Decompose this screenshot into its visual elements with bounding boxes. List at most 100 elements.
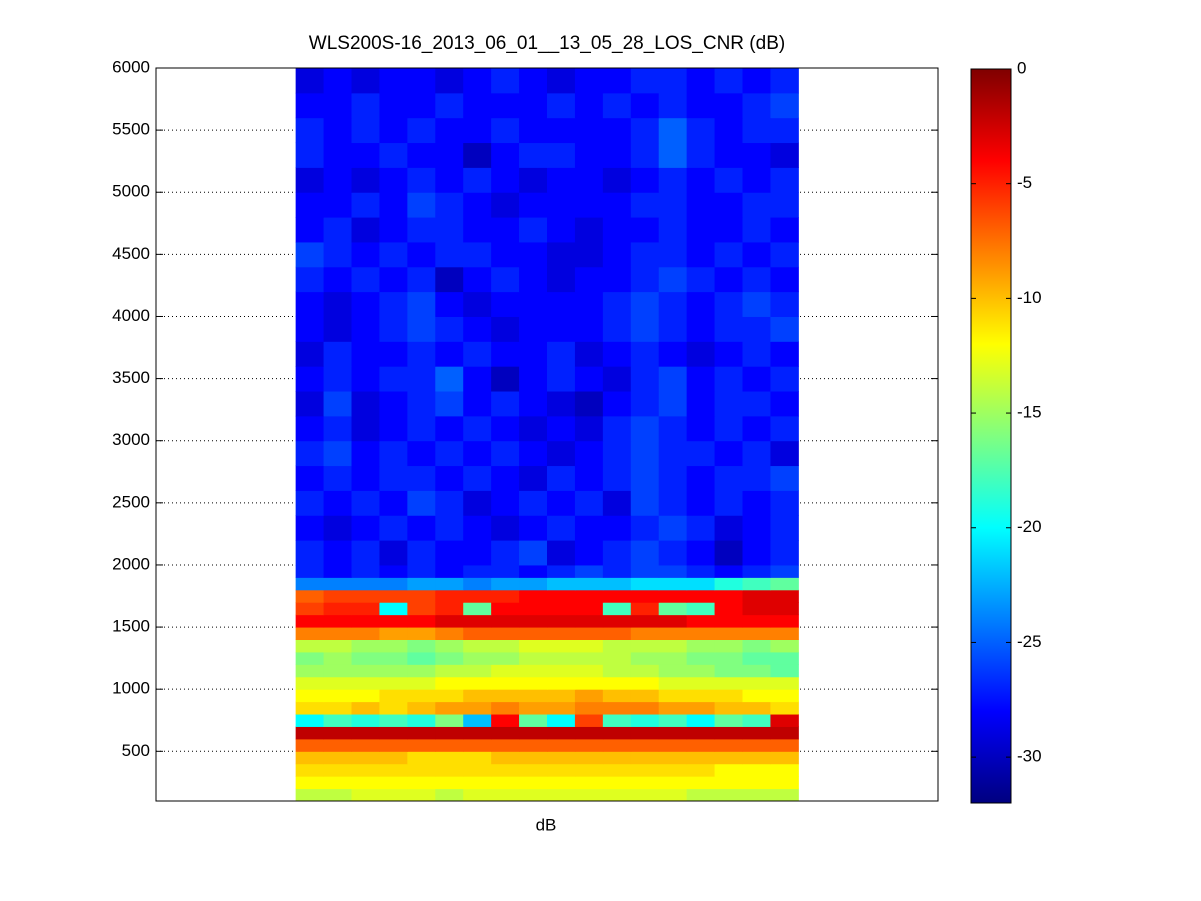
heatmap-cell xyxy=(435,676,464,690)
heatmap-cell xyxy=(491,241,520,268)
heatmap-cell xyxy=(574,440,604,467)
heatmap-cell xyxy=(379,266,408,293)
heatmap-cell xyxy=(658,788,688,802)
heatmap-cell xyxy=(686,763,716,777)
heatmap-cell xyxy=(686,217,716,243)
heatmap-cell xyxy=(463,788,492,802)
heatmap-cell xyxy=(491,291,520,317)
heatmap-cell xyxy=(714,614,743,628)
heatmap-cell xyxy=(491,639,520,653)
heatmap-cell xyxy=(770,117,799,144)
heatmap xyxy=(295,68,799,802)
heatmap-cell xyxy=(658,664,688,678)
heatmap-cell xyxy=(407,564,436,578)
heatmap-cell xyxy=(491,738,520,752)
heatmap-cell xyxy=(742,627,771,640)
heatmap-cell xyxy=(658,726,688,740)
heatmap-cell xyxy=(379,291,408,317)
heatmap-cell xyxy=(351,465,380,491)
heatmap-cell xyxy=(602,639,632,653)
heatmap-cell xyxy=(770,366,799,392)
heatmap-cell xyxy=(351,415,380,442)
heatmap-cell xyxy=(491,540,520,566)
heatmap-cell xyxy=(686,142,716,168)
heatmap-cell xyxy=(714,415,743,442)
heatmap-cell xyxy=(491,701,520,715)
heatmap-cell xyxy=(742,639,771,653)
heatmap-cell xyxy=(630,701,660,715)
heatmap-cell xyxy=(714,627,743,640)
heatmap-cell xyxy=(658,366,688,392)
heatmap-cell xyxy=(295,291,325,317)
heatmap-cell xyxy=(491,614,520,628)
heatmap-cell xyxy=(602,651,632,665)
heatmap-cell xyxy=(295,751,325,765)
heatmap-cell xyxy=(379,440,408,467)
heatmap-cell xyxy=(379,465,408,491)
heatmap-cell xyxy=(714,776,743,790)
heatmap-cell xyxy=(714,589,743,603)
heatmap-cell xyxy=(714,726,743,740)
heatmap-cell xyxy=(491,714,520,727)
heatmap-cell xyxy=(407,751,436,765)
heatmap-cell xyxy=(686,788,716,802)
heatmap-cell xyxy=(519,291,548,317)
heatmap-cell xyxy=(379,776,408,790)
heatmap-cell xyxy=(574,192,604,218)
heatmap-cell xyxy=(519,167,548,193)
heatmap-cell xyxy=(295,341,325,367)
heatmap-cell xyxy=(323,391,352,417)
heatmap-cell xyxy=(351,341,380,367)
heatmap-cell xyxy=(407,651,436,665)
heatmap-cell xyxy=(547,614,576,628)
heatmap-cell xyxy=(742,266,771,293)
heatmap-cell xyxy=(547,651,576,665)
heatmap-cell xyxy=(491,142,520,168)
heatmap-cell xyxy=(742,291,771,317)
heatmap-cell xyxy=(463,415,492,442)
heatmap-cell xyxy=(714,266,743,293)
heatmap-cell xyxy=(323,341,352,367)
heatmap-cell xyxy=(714,92,743,119)
heatmap-cell xyxy=(630,316,660,342)
heatmap-cell xyxy=(714,515,743,541)
heatmap-cell xyxy=(714,217,743,243)
heatmap-cell xyxy=(407,664,436,678)
heatmap-cell xyxy=(547,142,576,168)
heatmap-cell xyxy=(491,117,520,144)
heatmap-cell xyxy=(379,589,408,603)
heatmap-cell xyxy=(742,776,771,790)
heatmap-cell xyxy=(435,651,464,665)
heatmap-cell xyxy=(323,266,352,293)
heatmap-cell xyxy=(519,664,548,678)
heatmap-cell xyxy=(323,664,352,678)
heatmap-cell xyxy=(770,540,799,566)
heatmap-cell xyxy=(714,117,743,144)
heatmap-cell xyxy=(463,763,492,777)
heatmap-cell xyxy=(351,540,380,566)
heatmap-cell xyxy=(602,701,632,715)
heatmap-cell xyxy=(295,490,325,516)
heatmap-cell xyxy=(658,415,688,442)
heatmap-cell xyxy=(742,714,771,727)
heatmap-cell xyxy=(574,391,604,417)
heatmap-cell xyxy=(379,241,408,268)
heatmap-cell xyxy=(547,701,576,715)
heatmap-cell xyxy=(463,366,492,392)
heatmap-cell xyxy=(351,689,380,703)
heatmap-cell xyxy=(686,92,716,119)
heatmap-cell xyxy=(407,614,436,628)
heatmap-cell xyxy=(407,366,436,392)
heatmap-cell xyxy=(295,167,325,193)
heatmap-cell xyxy=(407,776,436,790)
heatmap-cell xyxy=(602,577,632,591)
heatmap-cell xyxy=(574,291,604,317)
heatmap-cell xyxy=(491,167,520,193)
colorbar-tick-label: 0 xyxy=(1017,58,1026,77)
heatmap-cell xyxy=(463,726,492,740)
heatmap-cell xyxy=(770,564,799,578)
heatmap-cell xyxy=(547,639,576,653)
heatmap-cell xyxy=(491,391,520,417)
heatmap-cell xyxy=(323,714,352,727)
heatmap-cell xyxy=(574,602,604,616)
